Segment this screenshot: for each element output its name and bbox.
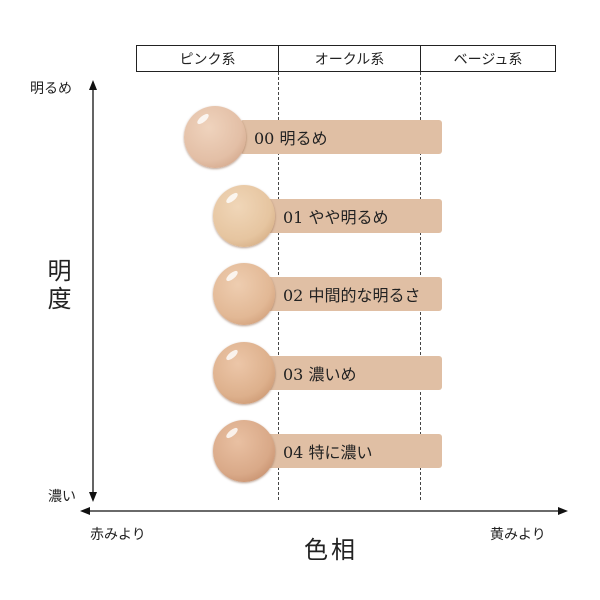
shade-swatch-00 <box>184 106 246 168</box>
x-axis-left-label: 赤みより <box>90 527 146 543</box>
shade-label: 04 特に濃い <box>265 434 442 468</box>
y-axis-top-label: 明るめ <box>30 81 72 97</box>
shade-swatch-02 <box>213 263 275 325</box>
shade-label: 02 中間的な明るさ <box>265 277 442 311</box>
x-axis-label: 色相 <box>304 536 358 564</box>
shade-swatch-03 <box>213 342 275 404</box>
y-axis-bottom-label: 濃い <box>48 489 76 505</box>
shade-swatch-01 <box>213 185 275 247</box>
shade-label: 03 濃いめ <box>265 356 442 390</box>
y-axis-label: 明度 <box>43 258 71 314</box>
header-beige: ベージュ系 <box>420 45 556 72</box>
shade-label: 00 明るめ <box>240 120 442 154</box>
shade-swatch-04 <box>213 420 275 482</box>
shade-label: 01 やや明るめ <box>265 199 442 233</box>
x-axis-right-label: 黄みより <box>490 527 546 543</box>
